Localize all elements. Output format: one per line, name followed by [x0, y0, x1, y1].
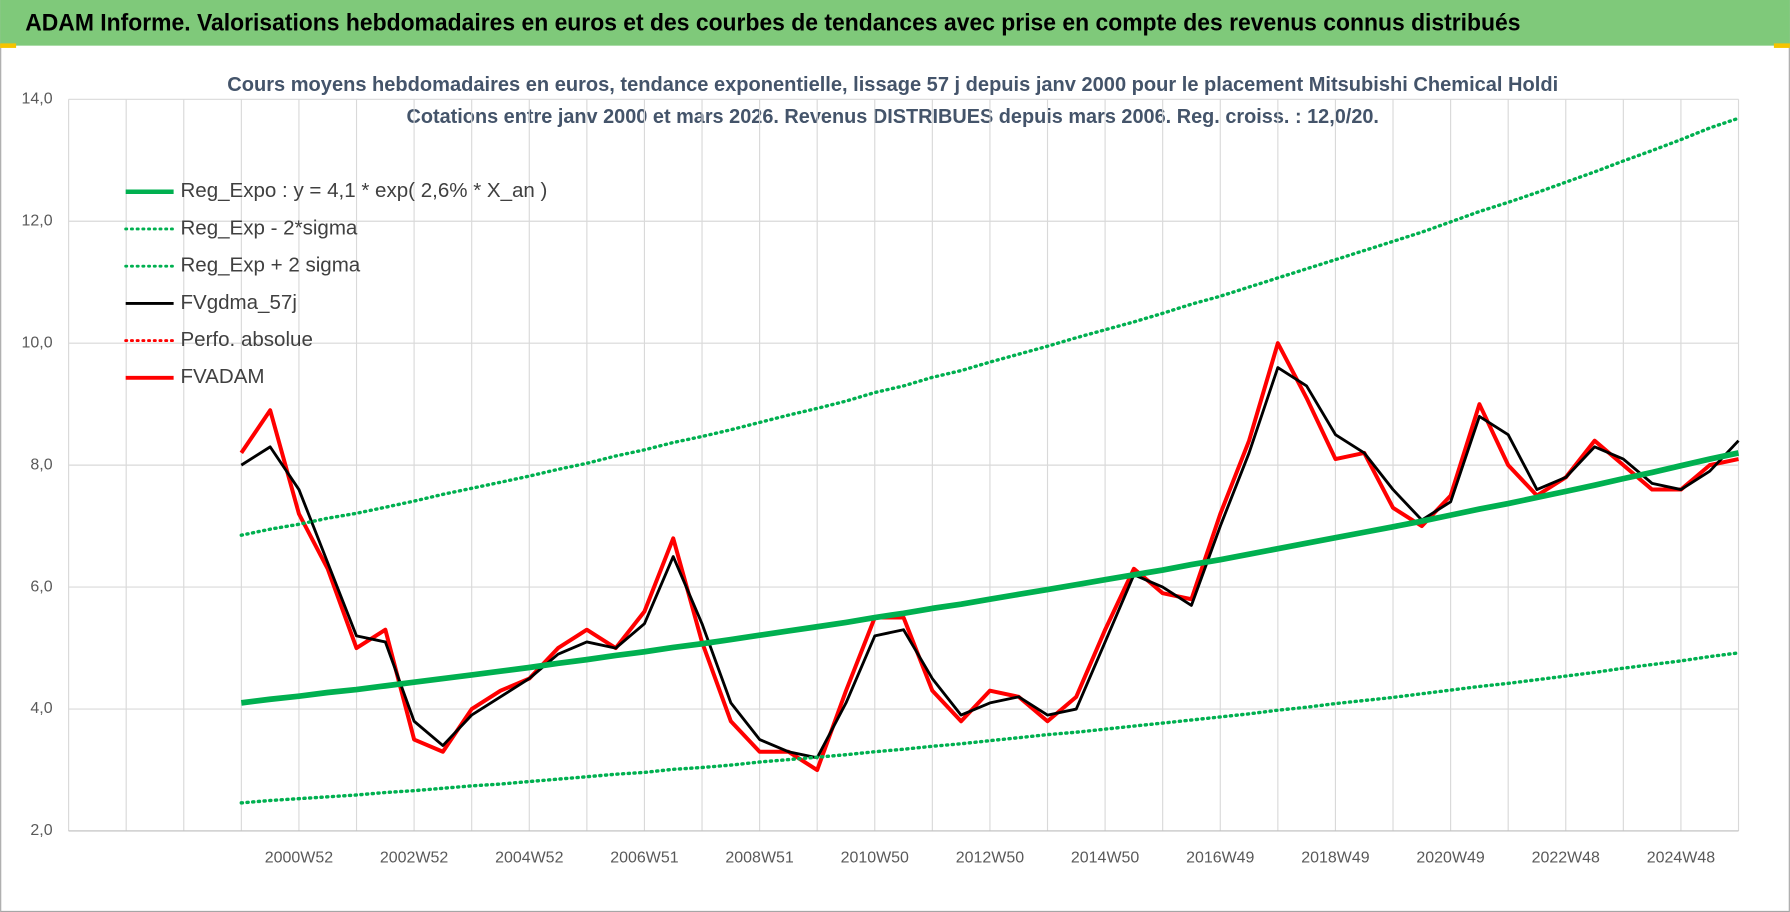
y-tick-label: 8,0 [30, 456, 52, 473]
series-line [240, 450, 1740, 706]
x-tick-label: 2008W51 [725, 850, 793, 867]
header-bar [0, 0, 1790, 46]
header-title: ADAM Informe. Valorisations hebdomadaire… [25, 9, 1520, 36]
x-tick-label: 2018W49 [1301, 850, 1369, 867]
x-tick-label: 2012W50 [956, 850, 1024, 867]
x-tick-label: 2016W49 [1186, 850, 1254, 867]
y-tick-label: 2,0 [30, 822, 52, 839]
x-tick-label: 2014W50 [1071, 850, 1139, 867]
x-tick-label: 2024W48 [1647, 850, 1715, 867]
y-tick-label: 4,0 [30, 700, 52, 717]
legend-label: FVADAM [180, 365, 264, 388]
x-tick-label: 2002W52 [380, 850, 448, 867]
legend-label: Reg_Exp - 2*sigma [180, 216, 357, 239]
y-tick-label: 6,0 [30, 578, 52, 595]
chart-title: Cours moyens hebdomadaires en euros, ten… [227, 73, 1558, 96]
chart-subtitle: Cotations entre janv 2000 et mars 2026. … [406, 105, 1378, 128]
y-tick-label: 12,0 [22, 212, 53, 229]
x-tick-label: 2000W52 [265, 850, 333, 867]
legend-label: Reg_Exp + 2 sigma [180, 254, 360, 277]
y-tick-label: 14,0 [22, 91, 53, 108]
legend-label: FVgdma_57j [180, 291, 296, 314]
y-tick-label: 10,0 [22, 334, 53, 351]
x-tick-label: 2010W50 [841, 850, 909, 867]
series-line [239, 116, 1741, 537]
x-tick-label: 2004W52 [495, 850, 563, 867]
corner-mark [0, 43, 17, 48]
legend-label: Reg_Expo : y = 4,1 * exp( 2,6% * X_an ) [180, 179, 547, 202]
series-line [239, 651, 1741, 805]
x-tick-label: 2022W48 [1532, 850, 1600, 867]
legend-label: Perfo. absolue [180, 328, 312, 351]
corner-mark [1773, 43, 1790, 48]
x-tick-label: 2020W49 [1416, 850, 1484, 867]
x-tick-label: 2006W51 [610, 850, 678, 867]
series-line [240, 366, 1740, 760]
series-line [239, 341, 1739, 773]
